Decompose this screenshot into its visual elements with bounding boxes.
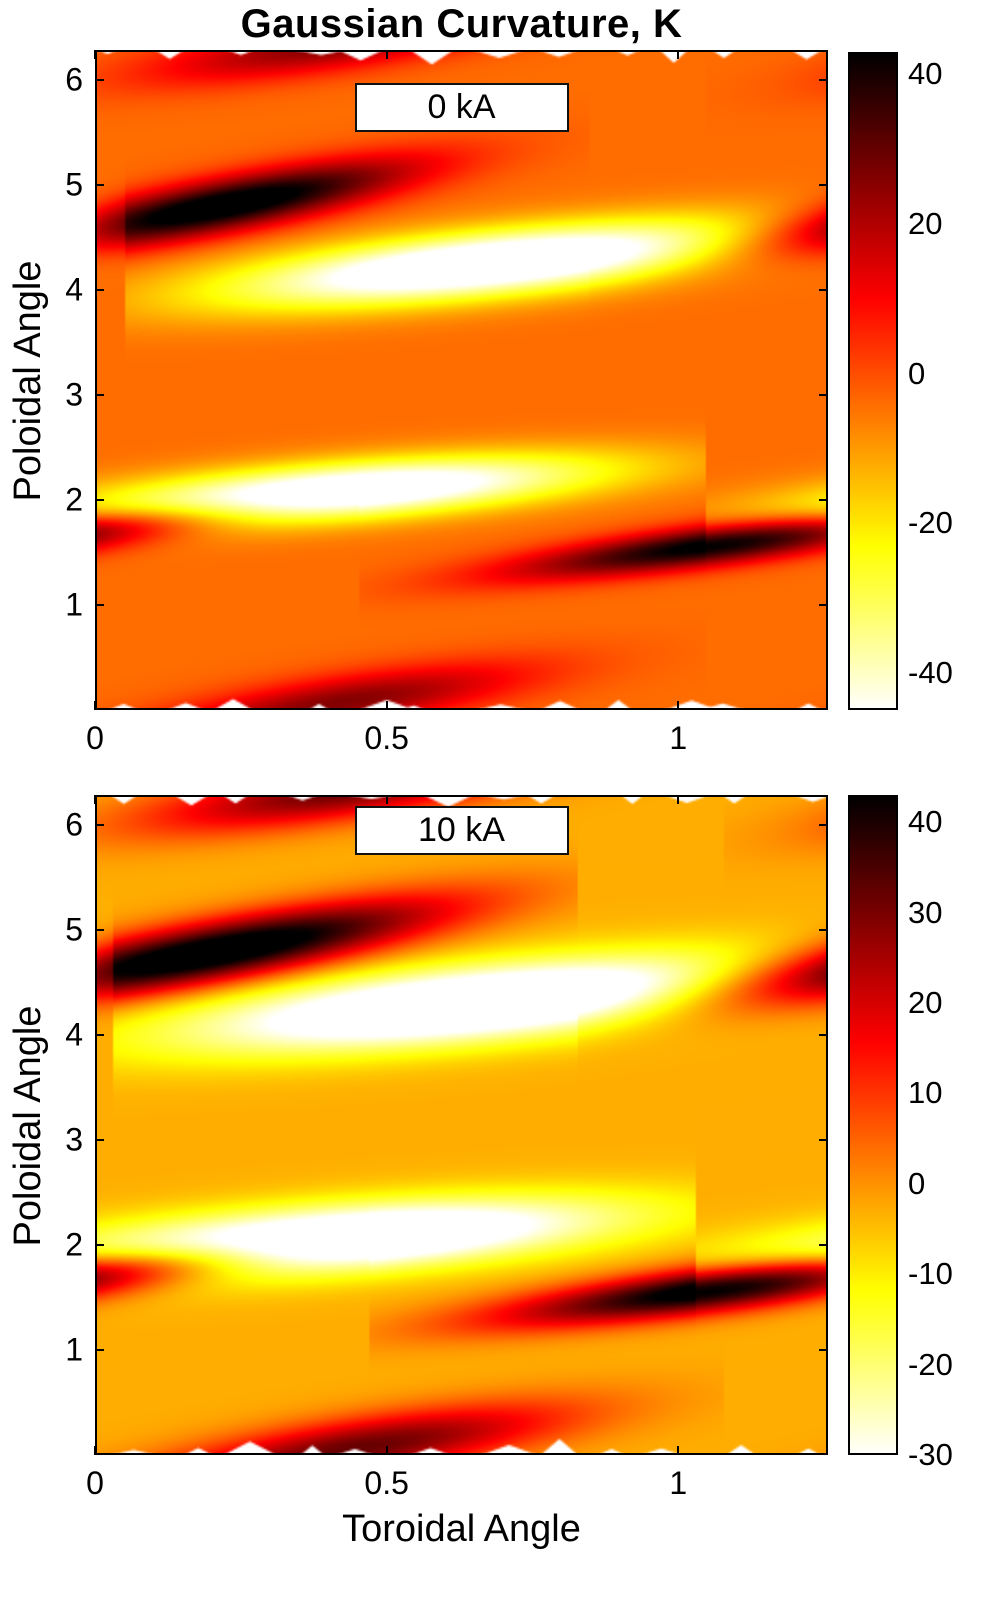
x-tick-label: 1 [669,1465,688,1501]
y-tick-label: 6 [65,806,83,843]
colorbar-1: 40 30 20 10 0 -10 -20 -30 [848,795,953,1472]
colorbar-tick-label: -20 [908,505,953,541]
figure-title: Gaussian Curvature, K [240,2,683,46]
x-tick-mark [385,50,388,59]
x-tick-label: 0.5 [364,720,409,756]
colorbar-tick-label: -40 [908,654,953,690]
heatmap-canvas-1 [95,795,828,1455]
colorbar-tick-label: 30 [908,894,943,930]
y-tick-mark [95,288,104,291]
x-tick-mark [94,701,96,710]
y-axis-label-1: Poloidal Angle [7,1005,49,1247]
x-tick-mark [677,795,680,804]
y-axis-label-0: Poloidal Angle [7,260,49,502]
colorbar-tick-label: 40 [908,56,943,92]
heatmap-plot-0kA: 0 kA 0 0.5 1 1 2 3 4 5 6 [65,50,828,756]
y-tick-label: 3 [65,376,83,413]
y-tick-mark [819,288,828,291]
y-tick-mark [95,928,104,931]
heatmap-canvas-0 [95,50,828,710]
y-tick-mark [819,823,828,826]
y-tick-mark [95,1243,104,1246]
y-tick-mark [95,393,104,396]
current-label-box-0: 0 kA [354,83,569,132]
colorbar-0: 40 20 0 -20 -40 [848,52,953,710]
y-tick-label: 5 [65,911,83,948]
y-tick-mark [819,928,828,931]
y-tick-mark [819,78,828,81]
y-tick-mark [95,1138,104,1141]
y-tick-label: 2 [65,481,83,518]
y-tick-mark [819,498,828,501]
y-tick-mark [819,1243,828,1246]
x-tick-mark [677,701,680,710]
y-tick-label: 3 [65,1121,83,1158]
y-tick-label: 5 [65,166,83,203]
y-tick-mark [819,183,828,186]
x-tick-mark [677,1446,680,1455]
colorbar-tick-label: 0 [908,1165,926,1201]
x-axis-label: Toroidal Angle [342,1508,581,1550]
x-tick-label: 0 [86,1465,104,1501]
y-tick-label: 4 [65,1016,83,1053]
x-tick-mark [385,1446,388,1455]
y-tick-mark [819,1033,828,1036]
y-tick-label: 1 [65,586,83,623]
y-tick-mark [95,78,104,81]
colorbar-tick-label: 0 [908,355,926,391]
y-tick-label: 1 [65,1331,83,1368]
colorbar-canvas-1 [848,795,898,1455]
x-tick-label: 0 [86,720,104,756]
y-tick-mark [95,603,104,606]
x-tick-mark [94,1446,96,1455]
y-tick-label: 4 [65,271,83,308]
y-tick-mark [95,1033,104,1036]
colorbar-tick-label: 20 [908,205,943,241]
x-tick-label: 0.5 [364,1465,409,1501]
x-tick-mark [385,701,388,710]
y-tick-label: 6 [65,61,83,98]
y-tick-mark [819,1138,828,1141]
colorbar-tick-label: -20 [908,1346,953,1382]
current-label-box-1: 10 kA [354,806,569,855]
colorbar-tick-label: -30 [908,1437,953,1472]
x-tick-mark [385,795,388,804]
colorbar-tick-label: 10 [908,1075,943,1111]
heatmap-plot-10kA: 10 kA 0 0.5 1 1 2 3 4 5 6 [65,795,828,1501]
colorbar-tick-label: -10 [908,1256,953,1292]
colorbar-tick-label: 20 [908,984,943,1020]
y-tick-mark [819,603,828,606]
x-tick-label: 1 [669,720,688,756]
y-tick-mark [95,1348,104,1351]
y-tick-mark [819,1348,828,1351]
y-tick-mark [95,498,104,501]
x-tick-mark [677,50,680,59]
x-tick-mark [94,50,96,59]
y-tick-label: 2 [65,1226,83,1263]
colorbar-canvas-0 [848,52,898,710]
x-tick-mark [94,795,96,804]
y-tick-mark [819,393,828,396]
y-tick-mark [95,823,104,826]
colorbar-tick-label: 40 [908,804,943,840]
y-tick-mark [95,183,104,186]
